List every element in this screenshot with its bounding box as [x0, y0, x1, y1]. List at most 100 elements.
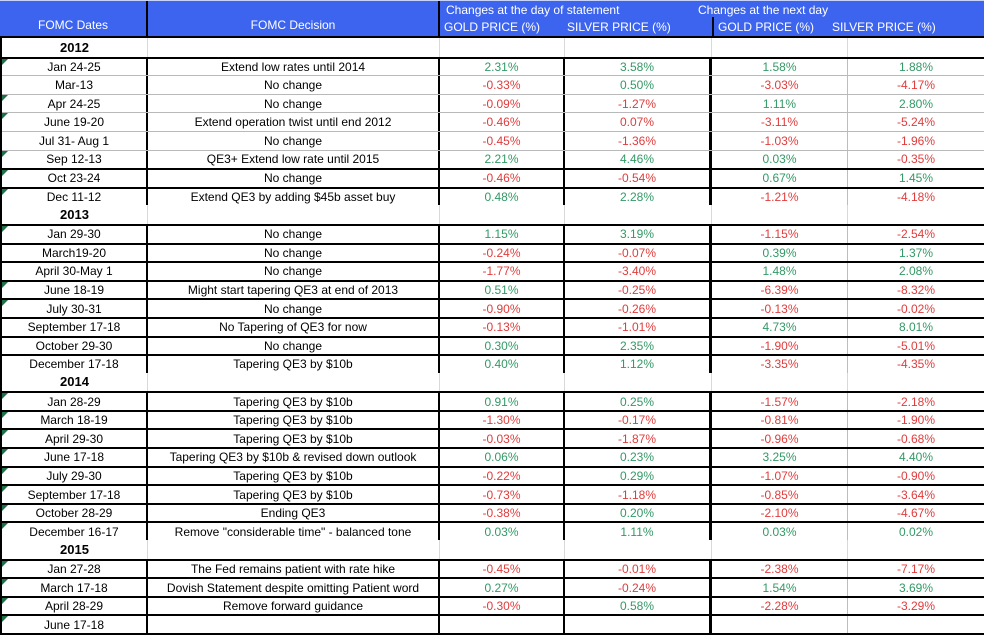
silver-nextday-cell[interactable]: 1.88%: [848, 58, 984, 76]
silver-nextday-cell[interactable]: -4.18%: [848, 188, 984, 206]
year-cell[interactable]: 2012: [2, 38, 148, 57]
gold-statement-cell[interactable]: 0.03%: [440, 523, 565, 541]
silver-statement-cell[interactable]: -0.26%: [565, 300, 712, 317]
fomc-date-cell[interactable]: March 18-19: [2, 411, 148, 429]
silver-nextday-cell[interactable]: 8.01%: [848, 318, 984, 336]
silver-statement-cell[interactable]: -0.24%: [565, 579, 712, 596]
fomc-date-cell[interactable]: Jan 28-29: [2, 393, 148, 410]
gold-nextday-cell[interactable]: -0.13%: [712, 300, 848, 317]
gold-nextday-cell[interactable]: 1.48%: [712, 263, 848, 280]
header-group-statement[interactable]: Changes at the day of statement: [440, 1, 712, 17]
fomc-decision-cell[interactable]: Extend QE3 by adding $45b asset buy: [148, 188, 440, 206]
empty-cell[interactable]: [565, 38, 712, 57]
gold-nextday-cell[interactable]: 0.67%: [712, 170, 848, 187]
silver-statement-cell[interactable]: [565, 616, 712, 633]
empty-cell[interactable]: [440, 38, 565, 57]
silver-statement-cell[interactable]: -0.54%: [565, 170, 712, 187]
header-fomc-dates[interactable]: FOMC Dates: [0, 1, 148, 36]
empty-cell[interactable]: [148, 372, 440, 392]
gold-nextday-cell[interactable]: -2.10%: [712, 504, 848, 522]
gold-nextday-cell[interactable]: 0.03%: [712, 150, 848, 169]
gold-statement-cell[interactable]: -0.90%: [440, 300, 565, 317]
gold-statement-cell[interactable]: 2.21%: [440, 150, 565, 169]
fomc-date-cell[interactable]: December 16-17: [2, 523, 148, 541]
gold-nextday-cell[interactable]: -0.96%: [712, 430, 848, 448]
silver-nextday-cell[interactable]: -8.32%: [848, 281, 984, 299]
empty-cell[interactable]: [565, 540, 712, 559]
gold-nextday-cell[interactable]: -1.90%: [712, 337, 848, 355]
header-group-nextday[interactable]: Changes at the next day: [698, 1, 984, 17]
empty-cell[interactable]: [565, 372, 712, 392]
gold-nextday-cell[interactable]: -1.15%: [712, 225, 848, 243]
gold-statement-cell[interactable]: 0.51%: [440, 281, 565, 299]
fomc-date-cell[interactable]: July 30-31: [2, 300, 148, 317]
gold-nextday-cell[interactable]: -1.07%: [712, 467, 848, 485]
silver-nextday-cell[interactable]: -4.35%: [848, 356, 984, 373]
silver-statement-cell[interactable]: 0.58%: [565, 597, 712, 615]
gold-statement-cell[interactable]: -0.22%: [440, 467, 565, 485]
fomc-decision-cell[interactable]: Tapering QE3 by $10b: [148, 393, 440, 410]
gold-nextday-cell[interactable]: -2.38%: [712, 560, 848, 578]
silver-statement-cell[interactable]: -0.07%: [565, 244, 712, 262]
silver-statement-cell[interactable]: -0.01%: [565, 560, 712, 578]
fomc-decision-cell[interactable]: Remove "considerable time" - balanced to…: [148, 523, 440, 541]
gold-statement-cell[interactable]: -0.33%: [440, 76, 565, 94]
fomc-date-cell[interactable]: September 17-18: [2, 318, 148, 336]
silver-nextday-cell[interactable]: -5.24%: [848, 113, 984, 131]
gold-statement-cell[interactable]: -0.24%: [440, 244, 565, 262]
gold-nextday-cell[interactable]: -1.57%: [712, 393, 848, 410]
gold-statement-cell[interactable]: 0.30%: [440, 337, 565, 355]
silver-nextday-cell[interactable]: -5.01%: [848, 337, 984, 355]
fomc-date-cell[interactable]: October 28-29: [2, 504, 148, 522]
gold-statement-cell[interactable]: -0.03%: [440, 430, 565, 448]
fomc-decision-cell[interactable]: Tapering QE3 by $10b: [148, 467, 440, 485]
fomc-decision-cell[interactable]: Tapering QE3 by $10b: [148, 486, 440, 503]
empty-cell[interactable]: [148, 540, 440, 559]
empty-cell[interactable]: [848, 38, 984, 57]
fomc-date-cell[interactable]: October 29-30: [2, 337, 148, 355]
silver-nextday-cell[interactable]: -4.17%: [848, 76, 984, 94]
empty-cell[interactable]: [565, 205, 712, 224]
gold-statement-cell[interactable]: 0.91%: [440, 393, 565, 410]
fomc-date-cell[interactable]: Dec 11-12: [2, 188, 148, 206]
fomc-decision-cell[interactable]: No change: [148, 300, 440, 317]
fomc-date-cell[interactable]: July 29-30: [2, 467, 148, 485]
fomc-date-cell[interactable]: December 17-18: [2, 356, 148, 373]
fomc-date-cell[interactable]: March19-20: [2, 244, 148, 262]
fomc-date-cell[interactable]: Jan 24-25: [2, 58, 148, 76]
gold-nextday-cell[interactable]: [712, 616, 848, 633]
empty-cell[interactable]: [148, 205, 440, 224]
gold-nextday-cell[interactable]: -6.39%: [712, 281, 848, 299]
fomc-decision-cell[interactable]: No change: [148, 337, 440, 355]
gold-nextday-cell[interactable]: -3.03%: [712, 76, 848, 94]
silver-statement-cell[interactable]: -1.36%: [565, 131, 712, 150]
silver-statement-cell[interactable]: -1.87%: [565, 430, 712, 448]
gold-statement-cell[interactable]: -0.73%: [440, 486, 565, 503]
gold-statement-cell[interactable]: -0.45%: [440, 560, 565, 578]
silver-statement-cell[interactable]: 0.25%: [565, 393, 712, 410]
silver-statement-cell[interactable]: 1.11%: [565, 523, 712, 541]
gold-statement-cell[interactable]: -0.46%: [440, 113, 565, 131]
silver-nextday-cell[interactable]: [848, 616, 984, 633]
fomc-decision-cell[interactable]: Extend operation twist until end 2012: [148, 113, 440, 131]
gold-statement-cell[interactable]: 0.27%: [440, 579, 565, 596]
silver-statement-cell[interactable]: 1.12%: [565, 356, 712, 373]
silver-statement-cell[interactable]: -0.17%: [565, 411, 712, 429]
silver-nextday-cell[interactable]: 4.40%: [848, 449, 984, 466]
fomc-decision-cell[interactable]: No change: [148, 225, 440, 243]
silver-nextday-cell[interactable]: -7.17%: [848, 560, 984, 578]
header-fomc-decision[interactable]: FOMC Decision: [148, 1, 440, 36]
gold-nextday-cell[interactable]: 1.11%: [712, 94, 848, 113]
silver-statement-cell[interactable]: -1.18%: [565, 486, 712, 503]
fomc-decision-cell[interactable]: Tapering QE3 by $10b: [148, 356, 440, 373]
header-gold-nextday[interactable]: GOLD PRICE (%): [712, 17, 848, 36]
gold-statement-cell[interactable]: -0.09%: [440, 94, 565, 113]
silver-statement-cell[interactable]: -0.25%: [565, 281, 712, 299]
empty-cell[interactable]: [440, 540, 565, 559]
fomc-date-cell[interactable]: June 17-18: [2, 616, 148, 633]
empty-cell[interactable]: [848, 205, 984, 224]
silver-nextday-cell[interactable]: 2.80%: [848, 94, 984, 113]
silver-nextday-cell[interactable]: -2.18%: [848, 393, 984, 410]
silver-nextday-cell[interactable]: -0.90%: [848, 467, 984, 485]
silver-nextday-cell[interactable]: -1.96%: [848, 131, 984, 150]
